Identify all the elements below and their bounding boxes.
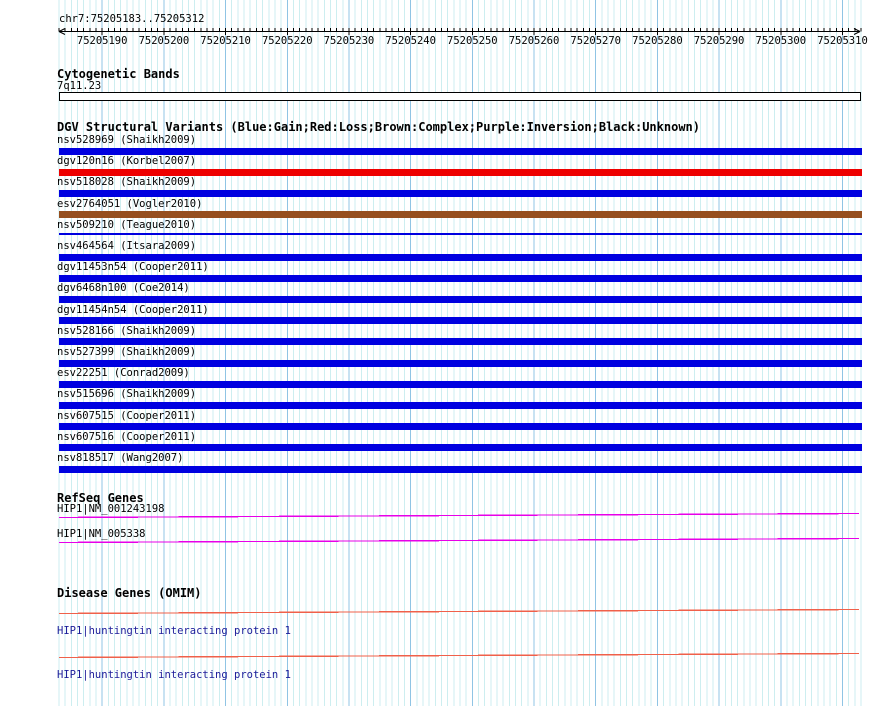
ruler-tick-label: 75205310 xyxy=(817,35,868,47)
ruler-tick-label: 75205290 xyxy=(693,35,745,47)
dgv-variant-label[interactable]: nsv464564 (Itsara2009) xyxy=(57,240,197,252)
dgv-variant-bar[interactable] xyxy=(59,148,862,155)
dgv-variant-label[interactable]: dgv6468n100 (Coe2014) xyxy=(57,282,190,294)
region-coordinates-label: chr7:75205183..75205312 xyxy=(59,13,205,25)
ruler-tick-label: 75205260 xyxy=(508,35,560,47)
dgv-variant-label[interactable]: nsv515696 (Shaikh2009) xyxy=(57,388,197,400)
dgv-variant-bar[interactable] xyxy=(59,296,862,303)
dgv-variant-label[interactable]: esv2764051 (Vogler2010) xyxy=(57,198,203,210)
dgv-variant-label[interactable]: nsv818517 (Wang2007) xyxy=(57,452,184,464)
dgv-variant-bar[interactable] xyxy=(59,338,862,345)
dgv-variant-label[interactable]: nsv527399 (Shaikh2009) xyxy=(57,346,197,358)
refseq-section-title: RefSeq Genes xyxy=(57,491,144,505)
cytoband-section-title: Cytogenetic Bands xyxy=(57,67,180,81)
dgv-variant-label[interactable]: dgv11453n54 (Cooper2011) xyxy=(57,261,209,273)
cytoband-name-label: 7q11.23 xyxy=(57,80,102,92)
dgv-variant-label[interactable]: nsv607515 (Cooper2011) xyxy=(57,410,197,422)
cytoband-glyph[interactable] xyxy=(59,92,861,101)
dgv-variant-label[interactable]: dgv120n16 (Korbel2007) xyxy=(57,155,197,167)
ruler-tick-label: 75205230 xyxy=(323,35,375,47)
omim-gene-label[interactable]: HIP1|huntingtin interacting protein 1 xyxy=(57,669,291,681)
dgv-variant-label[interactable]: dgv11454n54 (Cooper2011) xyxy=(57,304,209,316)
ruler-tick-label: 75205300 xyxy=(755,35,807,47)
ruler-tick-label: 75205250 xyxy=(447,35,498,47)
dgv-variant-label[interactable]: nsv518028 (Shaikh2009) xyxy=(57,176,197,188)
refseq-transcript-label[interactable]: HIP1|NM_001243198 xyxy=(57,503,165,515)
dgv-variant-bar[interactable] xyxy=(59,444,862,451)
dgv-variant-bar[interactable] xyxy=(59,233,862,235)
dgv-variant-bar[interactable] xyxy=(59,190,862,197)
dgv-variant-bar[interactable] xyxy=(59,423,862,430)
omim-section-title: Disease Genes (OMIM) xyxy=(57,586,202,600)
refseq-transcript-label[interactable]: HIP1|NM_005338 xyxy=(57,528,146,540)
dgv-section-title: DGV Structural Variants (Blue:Gain;Red:L… xyxy=(57,120,700,134)
dgv-variant-bar[interactable] xyxy=(59,466,862,473)
dgv-variant-label[interactable]: nsv528166 (Shaikh2009) xyxy=(57,325,197,337)
dgv-variant-bar[interactable] xyxy=(59,254,862,261)
ruler-tick-label: 75205190 xyxy=(76,35,128,47)
dgv-variant-label[interactable]: nsv528969 (Shaikh2009) xyxy=(57,134,197,146)
dgv-variant-bar[interactable] xyxy=(59,381,862,388)
dgv-variant-bar[interactable] xyxy=(59,317,862,324)
dgv-variant-label[interactable]: esv22251 (Conrad2009) xyxy=(57,367,190,379)
ruler-tick-label: 75205210 xyxy=(200,35,251,47)
dgv-variant-label[interactable]: nsv607516 (Cooper2011) xyxy=(57,431,197,443)
ruler-tick-label: 75205240 xyxy=(385,35,436,47)
dgv-variant-bar[interactable] xyxy=(59,275,862,282)
ruler-tick-label: 75205220 xyxy=(261,35,313,47)
ruler-tick-label: 75205280 xyxy=(632,35,683,47)
ruler-tick-label: 75205270 xyxy=(570,35,622,47)
ruler-tick-label: 75205200 xyxy=(138,35,190,47)
dgv-variant-bar[interactable] xyxy=(59,211,862,218)
dgv-variant-label[interactable]: nsv509210 (Teague2010) xyxy=(57,219,197,231)
dgv-variant-bar[interactable] xyxy=(59,169,862,176)
coordinate-ruler[interactable] xyxy=(0,0,890,50)
dgv-variant-bar[interactable] xyxy=(59,402,862,409)
dgv-variant-bar[interactable] xyxy=(59,360,862,367)
omim-gene-label[interactable]: HIP1|huntingtin interacting protein 1 xyxy=(57,625,291,637)
